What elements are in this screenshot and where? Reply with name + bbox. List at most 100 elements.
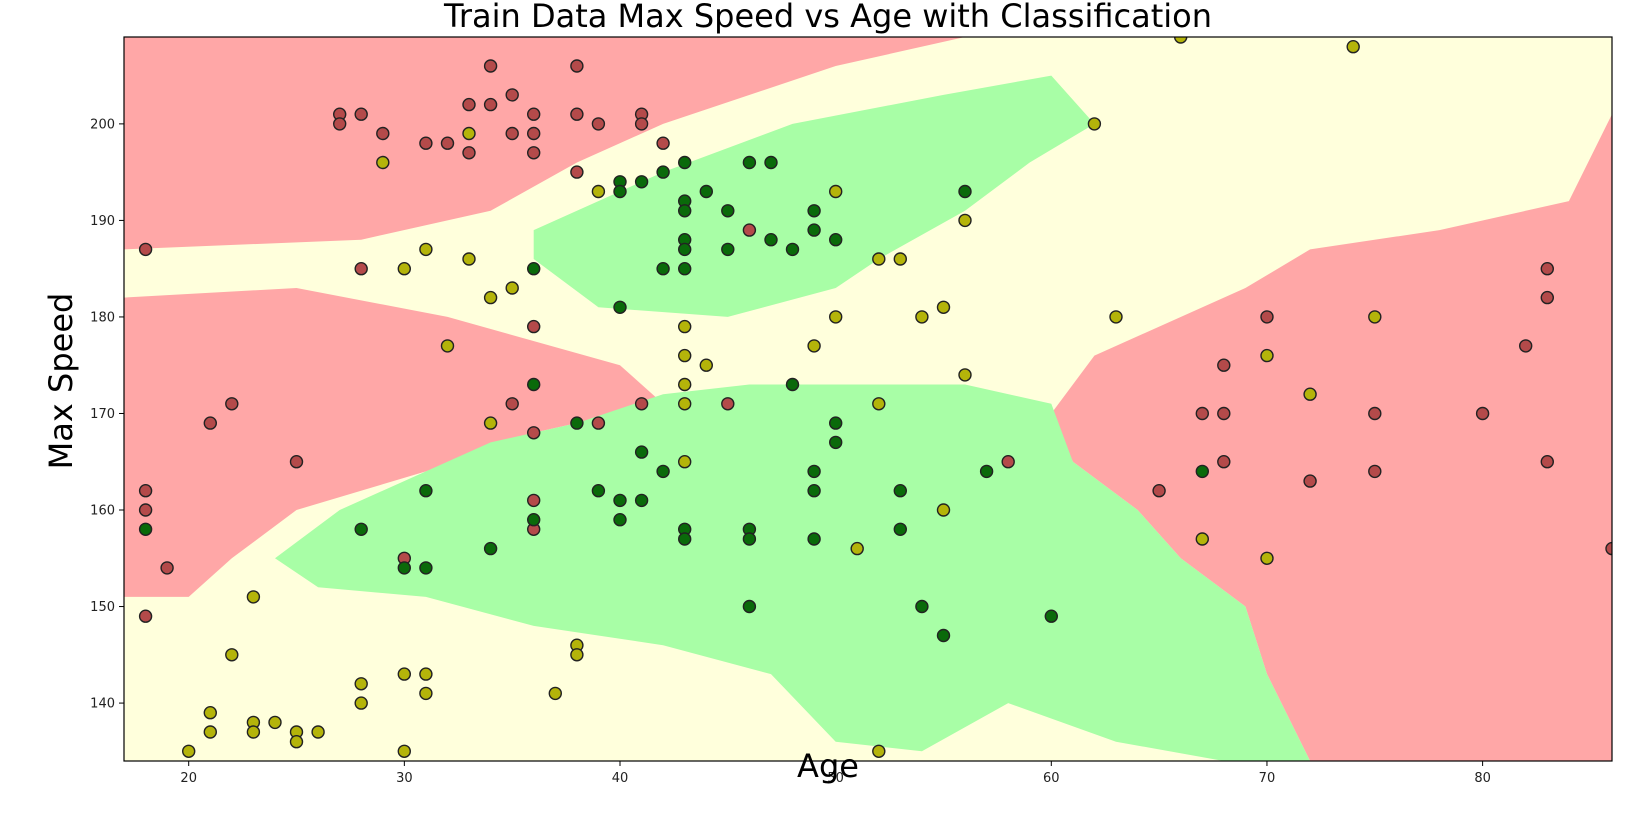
point-yellow-51	[397, 744, 411, 758]
x-tick-label-50: 50	[827, 771, 844, 786]
point-green-53	[742, 599, 757, 614]
y-tick-label-160: 160	[90, 504, 115, 519]
point-yellow-29	[678, 455, 692, 469]
point-red-15	[527, 146, 541, 160]
point-green-9	[678, 262, 692, 276]
region-red-2	[1051, 114, 1612, 761]
point-red-55	[1540, 455, 1555, 469]
point-red-22	[656, 136, 670, 150]
point-red-35	[527, 493, 541, 508]
point-red-2	[333, 117, 347, 131]
point-red-44	[1217, 358, 1231, 372]
point-green-56	[1044, 609, 1059, 623]
point-green-18	[807, 204, 821, 218]
point-green-55	[936, 628, 951, 643]
point-yellow-8	[397, 262, 411, 276]
point-red-12	[505, 126, 519, 141]
point-yellow-28	[483, 416, 498, 430]
point-green-19	[807, 223, 821, 237]
point-red-53	[1540, 262, 1555, 276]
x-tick-label-20: 20	[180, 771, 197, 786]
point-green-30	[656, 464, 670, 479]
point-green-10	[656, 262, 670, 276]
point-red-9	[483, 59, 498, 73]
data-points	[138, 37, 1612, 758]
y-tick-label-180: 180	[90, 310, 115, 325]
point-red-29	[138, 484, 153, 498]
point-yellow-48	[354, 677, 368, 691]
point-red-21	[634, 117, 649, 131]
point-green-39	[742, 532, 757, 546]
point-green-34	[613, 513, 627, 527]
point-yellow-41	[181, 744, 196, 758]
point-yellow-15	[440, 339, 455, 353]
point-red-47	[1260, 310, 1274, 324]
point-yellow-19	[807, 339, 821, 353]
point-green-25	[785, 377, 800, 392]
point-green-43	[893, 484, 907, 498]
point-red-48	[1303, 474, 1317, 488]
point-yellow-23	[1109, 310, 1123, 324]
point-yellow-27	[872, 397, 886, 411]
y-tick-label-170: 170	[90, 407, 115, 422]
point-green-26	[570, 416, 584, 430]
y-tick-label-150: 150	[90, 600, 115, 615]
point-red-30	[138, 503, 153, 517]
point-yellow-16	[678, 319, 692, 334]
point-yellow-35	[1303, 387, 1317, 401]
point-red-4	[376, 126, 390, 141]
point-red-23	[742, 223, 757, 237]
point-yellow-3	[462, 126, 476, 141]
point-green-54	[915, 599, 929, 614]
region-green-0	[533, 75, 1095, 317]
point-green-16	[764, 232, 778, 247]
point-red-43	[1195, 406, 1210, 421]
point-green-35	[527, 513, 541, 527]
point-green-22	[527, 262, 541, 276]
point-yellow-2	[1087, 117, 1102, 131]
point-red-11	[505, 88, 519, 102]
point-green-46	[1195, 464, 1210, 479]
point-red-6	[440, 136, 455, 150]
region-red-1	[124, 288, 664, 597]
point-green-48	[354, 522, 368, 536]
point-yellow-30	[936, 503, 951, 517]
point-yellow-7	[958, 213, 972, 228]
point-red-32	[138, 609, 153, 623]
point-yellow-13	[872, 252, 886, 266]
point-yellow-54	[548, 686, 562, 701]
point-yellow-26	[678, 397, 692, 411]
point-yellow-50	[397, 667, 411, 681]
point-red-45	[1217, 406, 1231, 421]
point-yellow-18	[699, 358, 713, 372]
plot-frame	[123, 36, 1613, 762]
point-yellow-4	[376, 155, 390, 170]
point-red-34	[527, 426, 541, 440]
point-green-42	[807, 532, 821, 546]
point-green-31	[591, 484, 606, 498]
y-tick-label-140: 140	[90, 697, 115, 712]
y-axis: 140 150 160 170 180 190 200	[90, 117, 124, 712]
point-red-26	[225, 397, 239, 411]
x-tick-label-30: 30	[396, 771, 413, 786]
x-tick-label-70: 70	[1259, 771, 1276, 786]
x-tick-label-40: 40	[612, 771, 629, 786]
decision-regions	[124, 37, 1612, 761]
point-red-31	[160, 561, 174, 575]
point-red-38	[634, 397, 649, 411]
point-yellow-46	[289, 735, 304, 749]
point-green-27	[829, 416, 843, 430]
point-yellow-56	[570, 648, 584, 662]
point-red-46	[1217, 455, 1231, 469]
point-red-28	[289, 455, 304, 469]
point-red-50	[1368, 464, 1382, 479]
point-red-3	[354, 107, 368, 121]
point-green-15	[764, 155, 778, 170]
point-green-17	[785, 242, 800, 257]
point-yellow-10	[462, 252, 476, 266]
point-yellow-52	[419, 667, 433, 681]
point-yellow-14	[893, 252, 907, 266]
chart-title: Train Data Max Speed vs Age with Classif…	[443, 0, 1212, 35]
point-yellow-57	[872, 744, 886, 758]
